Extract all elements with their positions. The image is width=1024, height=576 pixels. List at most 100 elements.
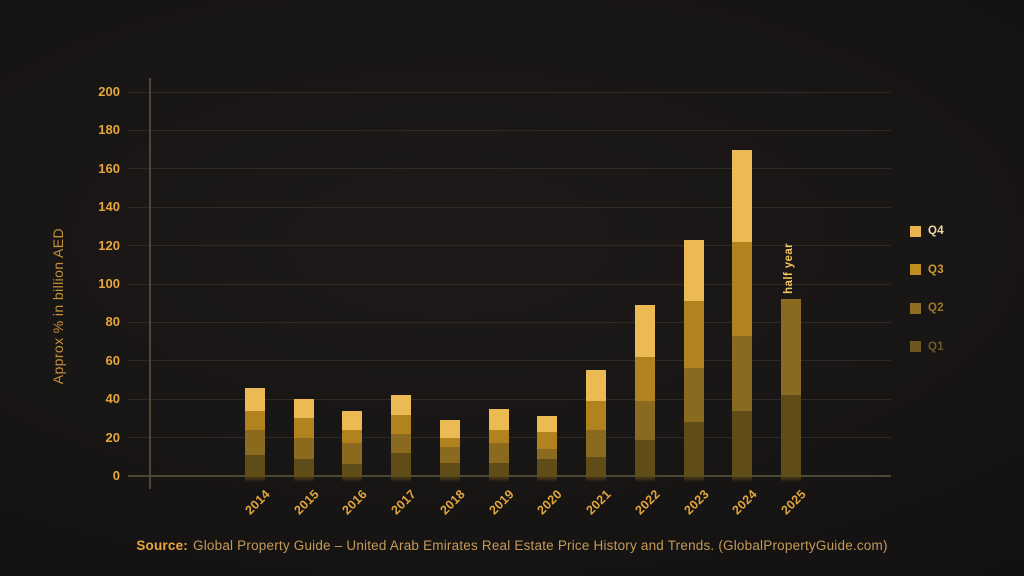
bar-segment-q1-2017	[391, 452, 412, 476]
y-tick-label-20: 20	[105, 429, 120, 445]
bar-segment-q1-2024	[732, 410, 753, 476]
bar-segment-q2-2018	[439, 447, 460, 463]
y-axis-line	[149, 78, 151, 489]
bar-reflection-2019	[488, 476, 509, 482]
gridline-120	[128, 245, 891, 247]
y-tick-label-180: 180	[98, 122, 120, 138]
source-label: Source:	[136, 538, 188, 553]
bar-reflection-2017	[391, 476, 412, 482]
bar-segment-q1-2015	[293, 458, 314, 476]
bar-segment-q2-2015	[293, 437, 314, 459]
bar-reflection-2016	[342, 476, 363, 482]
x-tick-label-2023: 2023	[681, 487, 712, 518]
bar-segment-q3-2023	[683, 301, 704, 369]
source-text: Global Property Guide – United Arab Emir…	[193, 538, 888, 553]
bar-segment-q2-2017	[391, 433, 412, 453]
gridline-80	[128, 321, 891, 323]
gridline-100	[128, 283, 891, 285]
y-tick-label-100: 100	[98, 276, 120, 291]
bar-reflection-2021	[586, 476, 607, 482]
gridline-160	[128, 168, 891, 170]
y-tick-label-200: 200	[98, 84, 120, 99]
gridline-60	[128, 360, 891, 362]
x-tick-label-2021: 2021	[583, 487, 615, 518]
gridline-140	[128, 206, 891, 208]
bar-reflection-2020	[537, 476, 558, 482]
y-axis-title: Approx % in billion AED	[50, 228, 66, 385]
x-tick-label-2015: 2015	[291, 487, 322, 518]
bar-reflection-2024	[732, 476, 753, 482]
bar-segment-q4-2016	[342, 410, 363, 430]
bar-segment-q3-2014	[245, 410, 265, 430]
x-tick-label-2022: 2022	[632, 487, 663, 518]
bar-segment-q3-2015	[293, 418, 314, 438]
legend-item-q4: Q4	[910, 212, 944, 251]
bar-segment-q1-2021	[586, 456, 607, 476]
source-line: Source: Global Property Guide – United Ar…	[0, 538, 1024, 553]
bar-reflection-2015	[293, 476, 314, 482]
x-tick-label-2016: 2016	[339, 487, 371, 518]
legend-label-q4: Q4	[928, 225, 944, 238]
bar-segment-q4-2023	[683, 239, 704, 302]
bar-segment-q3-2022	[634, 356, 655, 402]
bar-segment-q2-2023	[683, 368, 704, 423]
bar-segment-q3-2017	[391, 414, 412, 434]
legend-swatch-q4	[910, 225, 921, 237]
bar-segment-q2-2014	[245, 429, 265, 455]
x-tick-label-2017: 2017	[388, 487, 420, 518]
bar-segment-q1-2014	[245, 454, 265, 476]
bar-reflection-2023	[683, 476, 704, 482]
bar-segment-q2-2021	[586, 429, 607, 457]
bar-segment-q3-2019	[488, 429, 509, 444]
bar-segment-q4-2019	[488, 408, 509, 430]
bar-segment-q2-2025	[781, 299, 802, 396]
gridline-0	[128, 475, 891, 477]
bar-segment-q4-2022	[634, 305, 655, 357]
bar-segment-q4-2020	[537, 416, 558, 432]
legend-item-q3: Q3	[910, 251, 944, 290]
bar-segment-q4-2021	[586, 370, 607, 402]
legend-label-q2: Q2	[928, 302, 944, 315]
legend-label-q1: Q1	[928, 340, 944, 353]
legend-item-q2: Q2	[910, 289, 944, 328]
x-tick-label-2024: 2024	[729, 487, 761, 518]
x-tick-label-2014: 2014	[242, 487, 273, 518]
x-tick-label-2025: 2025	[778, 487, 809, 518]
bar-segment-q2-2016	[342, 443, 363, 465]
y-tick-label-60: 60	[105, 352, 120, 368]
bar-segment-q1-2018	[439, 462, 460, 476]
y-tick-label-0: 0	[112, 468, 120, 483]
bar-segment-q1-2025	[781, 395, 802, 476]
bar-reflection-2014	[245, 476, 265, 482]
bar-segment-q3-2020	[537, 431, 558, 450]
legend-label-q3: Q3	[928, 263, 944, 276]
annotation-half-year: half year	[783, 243, 796, 295]
bar-segment-q1-2023	[683, 422, 704, 476]
bar-reflection-2018	[439, 476, 460, 482]
bar-segment-q1-2020	[537, 458, 558, 476]
legend-swatch-q3	[910, 264, 921, 276]
bar-reflection-2022	[634, 476, 655, 482]
bar-segment-q2-2020	[537, 449, 558, 459]
gridline-20	[128, 437, 891, 439]
bar-segment-q3-2021	[586, 401, 607, 430]
bar-segment-q3-2018	[439, 437, 460, 448]
x-tick-label-2018: 2018	[437, 487, 468, 518]
y-tick-label-140: 140	[98, 199, 120, 215]
y-tick-label-160: 160	[98, 160, 120, 176]
gridline-180	[128, 129, 891, 131]
bar-segment-q3-2024	[732, 241, 753, 336]
legend-item-q1: Q1	[910, 328, 944, 367]
bar-reflection-2025	[781, 476, 802, 482]
bar-segment-q2-2022	[634, 401, 655, 440]
bar-segment-q4-2014	[245, 387, 265, 411]
bar-segment-q2-2019	[488, 443, 509, 463]
gridline-40	[128, 398, 891, 400]
y-tick-label-80: 80	[105, 314, 120, 330]
bar-segment-q4-2024	[732, 149, 753, 242]
bar-segment-q1-2016	[342, 464, 363, 476]
bar-segment-q1-2019	[488, 462, 509, 476]
legend: Q4 Q3 Q2 Q1	[910, 212, 944, 366]
